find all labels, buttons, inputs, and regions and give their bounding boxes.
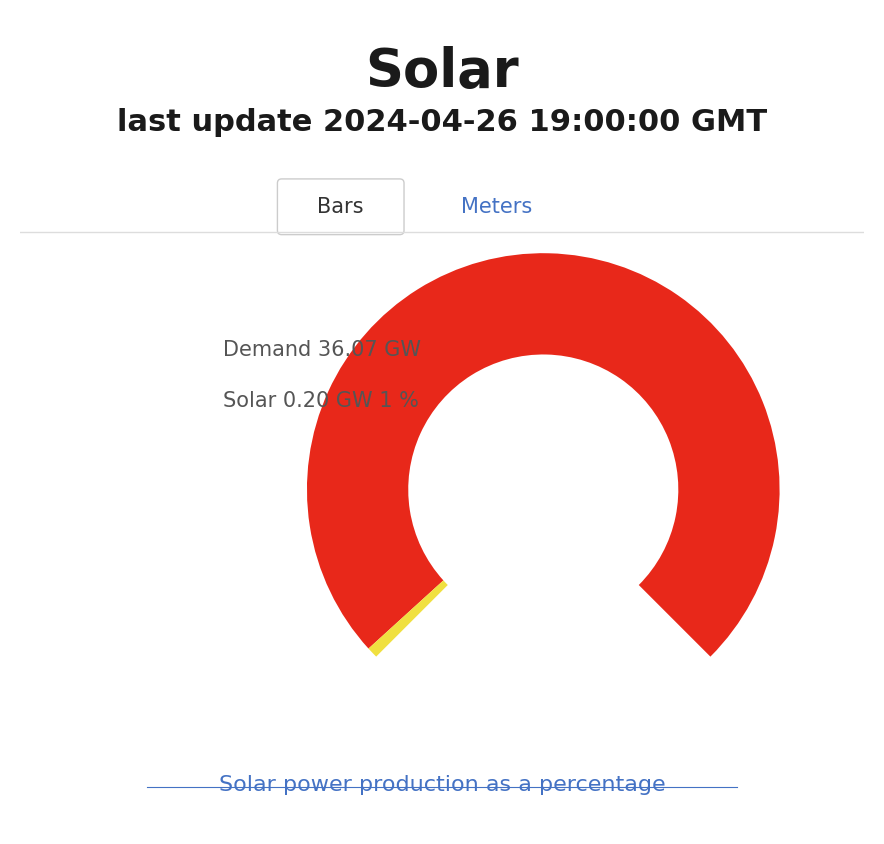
Text: Solar 0.20 GW 1 %: Solar 0.20 GW 1 % xyxy=(223,391,418,411)
Text: Meters: Meters xyxy=(461,197,532,217)
Text: Solar power production as a percentage: Solar power production as a percentage xyxy=(218,775,666,795)
Text: last update 2024-04-26 19:00:00 GMT: last update 2024-04-26 19:00:00 GMT xyxy=(117,108,767,137)
Wedge shape xyxy=(307,253,780,657)
Text: Solar: Solar xyxy=(365,46,519,98)
Wedge shape xyxy=(369,581,448,657)
FancyBboxPatch shape xyxy=(278,179,404,235)
Text: Demand 36.07 GW: Demand 36.07 GW xyxy=(223,340,421,360)
Text: Bars: Bars xyxy=(317,197,364,217)
